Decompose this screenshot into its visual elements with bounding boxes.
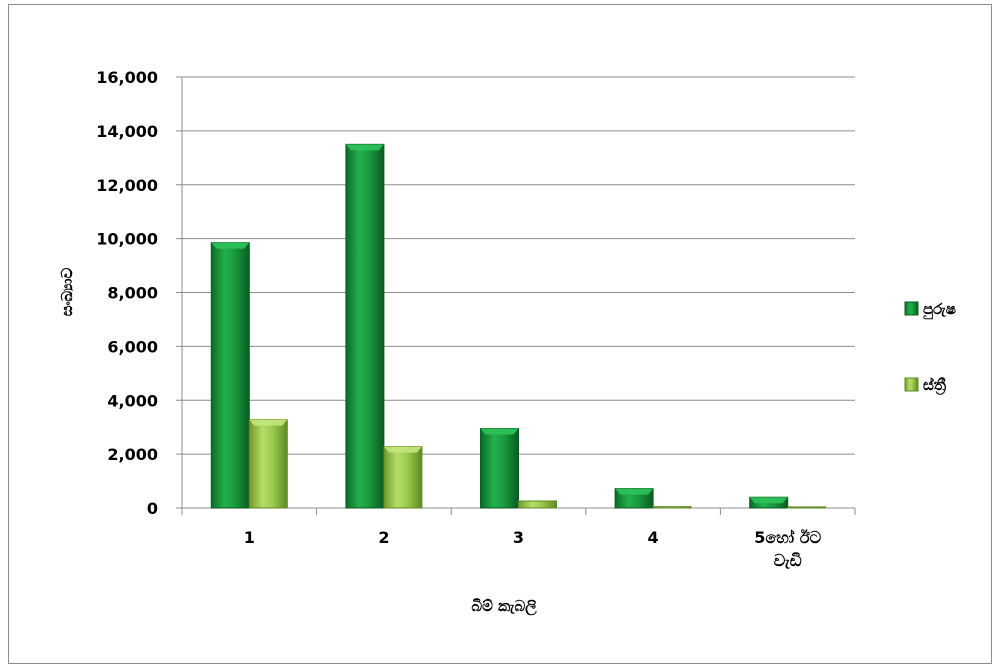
bar-bevel <box>480 428 519 435</box>
legend-swatch-female <box>904 377 919 392</box>
x-axis-title: බිම් කැබලි <box>471 597 537 616</box>
bars <box>210 143 827 509</box>
bar-bevel <box>345 144 384 151</box>
bar-body <box>480 428 519 509</box>
y-tick-label: 16,000 <box>96 68 158 87</box>
y-tick-label: 2,000 <box>107 445 158 464</box>
y-tick-label: 8,000 <box>107 284 158 303</box>
y-tick-label: 0 <box>147 499 158 518</box>
y-tick-label: 4,000 <box>107 391 158 410</box>
bar-body <box>248 419 288 509</box>
y-tick-label: 6,000 <box>107 337 158 356</box>
bar-body <box>345 143 385 509</box>
legend-swatch-male <box>904 301 919 316</box>
bar-bevel <box>383 446 422 453</box>
bar-female <box>248 419 288 509</box>
bar-bevel <box>211 242 250 249</box>
legend-label-female: ස්ත්‍රී <box>923 376 947 396</box>
bar-body <box>383 446 423 509</box>
x-tick-label: 1 <box>244 528 255 547</box>
bar-male <box>480 428 519 509</box>
bar-bevel <box>749 497 788 504</box>
legend-label-male: පුරුෂ <box>923 300 956 320</box>
bar-bevel <box>249 419 288 426</box>
y-tick-label: 12,000 <box>96 176 158 195</box>
bar-male <box>749 496 789 509</box>
x-tick-label: 3 <box>513 528 524 547</box>
bar-body <box>210 242 250 509</box>
x-tick-label: 2 <box>378 528 389 547</box>
legend: පුරුෂ ස්ත්‍රී <box>904 300 956 396</box>
x-tick-label: 5හෝ ඊට <box>754 528 821 547</box>
y-tick-label: 14,000 <box>96 122 158 141</box>
x-tick-label: 4 <box>648 528 659 547</box>
bar-bevel <box>615 488 654 495</box>
bar-body <box>652 506 692 509</box>
bar-female <box>383 446 423 509</box>
bar-female <box>787 506 827 509</box>
bar-body <box>787 506 827 509</box>
y-axis-title: සංඛ්‍යාව <box>58 268 76 317</box>
chart-frame <box>8 4 992 664</box>
bar-male <box>345 143 385 509</box>
bar-body <box>518 500 557 509</box>
y-tick-label: 10,000 <box>96 230 158 249</box>
bar-male <box>614 488 654 509</box>
x-tick-label: වැඩි <box>774 551 802 570</box>
bar-male <box>210 242 250 509</box>
bar-female <box>652 506 692 509</box>
bar-female <box>518 500 557 509</box>
tick-labels: 0 2,000 4,000 6,000 8,000 10,000 12,000 14,000 1… <box>96 68 821 570</box>
